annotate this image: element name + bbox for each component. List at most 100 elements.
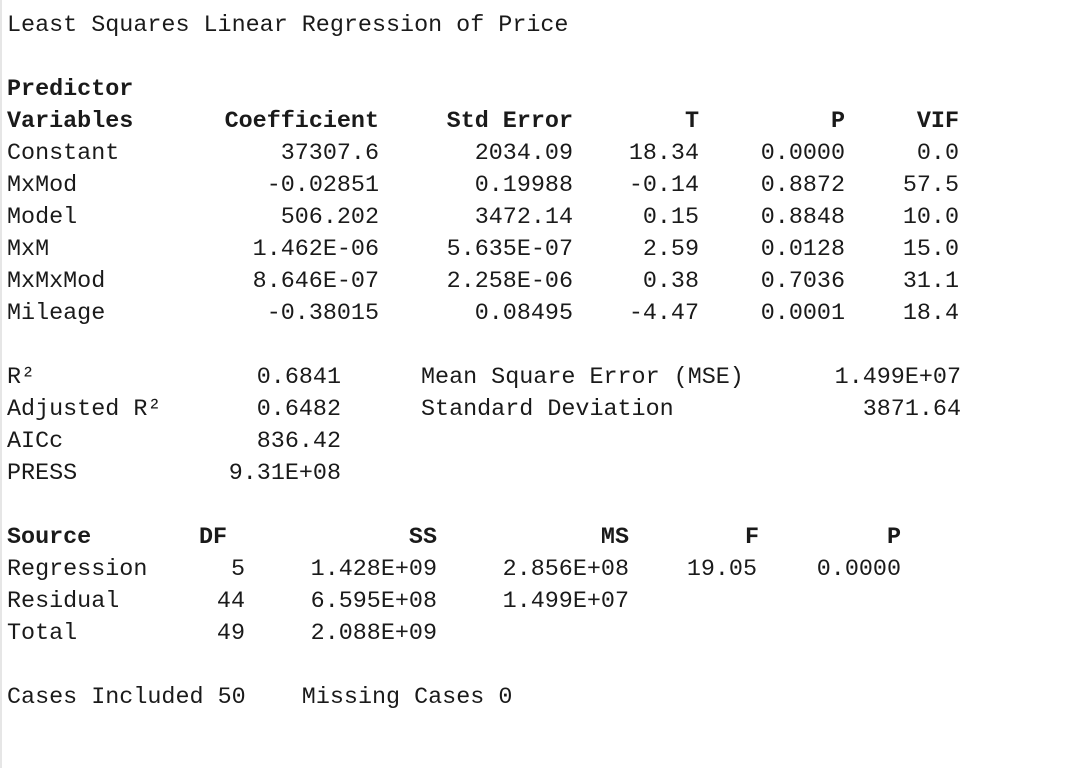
f-cell: 19.05 [686, 557, 757, 583]
table-row: Residual 44 6.595E+08 1.499E+07 [7, 586, 961, 618]
fit-stats-row: R² 0.6841 Mean Square Error (MSE) 1.499E+07 [7, 362, 961, 394]
coefficient-cell: 8.646E-07 [252, 269, 379, 295]
variable-cell: Constant [7, 141, 120, 167]
variable-cell: MxMod [7, 173, 78, 199]
col-header-std-error: Std Error [446, 109, 573, 135]
coefficient-cell: 506.202 [280, 205, 379, 231]
fit-stats-row: AICc 836.42 [7, 426, 961, 458]
fit-stats-row: Adjusted R² 0.6482 Standard Deviation 3871.… [7, 394, 961, 426]
adjusted-r-squared-value: 0.6482 [256, 397, 341, 423]
t-cell: 2.59 [642, 237, 699, 263]
missing-cases-label: Missing Cases [301, 685, 485, 711]
col-header-source: Source [7, 525, 92, 551]
variable-cell: Mileage [7, 301, 106, 327]
p-cell: 0.7036 [760, 269, 845, 295]
df-cell: 5 [230, 557, 245, 583]
mse-label: Mean Square Error (MSE) [421, 365, 744, 391]
coefficient-cell: 1.462E-06 [252, 237, 379, 263]
df-cell: 49 [216, 621, 245, 647]
variable-cell: MxMxMod [7, 269, 106, 295]
ms-cell: 2.856E+08 [502, 557, 629, 583]
col-header-coefficient: Coefficient [224, 109, 379, 135]
coef-header-top: Predictor [7, 74, 961, 106]
aicc-value: 836.42 [256, 429, 341, 455]
vif-cell: 31.1 [902, 269, 959, 295]
blank-line [7, 490, 961, 522]
source-cell: Regression [7, 557, 148, 583]
table-row: MxM 1.462E-06 5.635E-07 2.59 0.0128 15.0 [7, 234, 961, 266]
t-cell: -4.47 [628, 301, 699, 327]
std-error-cell: 2.258E-06 [446, 269, 573, 295]
cases-row: Cases Included 50 Missing Cases 0 [7, 682, 961, 714]
col-header-p: P [830, 109, 845, 135]
aicc-label: AICc [7, 429, 64, 455]
vif-cell: 57.5 [902, 173, 959, 199]
press-value: 9.31E+08 [228, 461, 341, 487]
mse-value: 1.499E+07 [834, 365, 961, 391]
vif-cell: 10.0 [902, 205, 959, 231]
vif-cell: 15.0 [902, 237, 959, 263]
p-cell: 0.0128 [760, 237, 845, 263]
coefficient-cell: -0.38015 [266, 301, 379, 327]
predictor-header: Predictor [7, 77, 134, 103]
col-header-ss: SS [408, 525, 437, 551]
ss-cell: 2.088E+09 [310, 621, 437, 647]
table-row: MxMod -0.02851 0.19988 -0.14 0.8872 57.5 [7, 170, 961, 202]
p-cell: 0.8848 [760, 205, 845, 231]
col-header-df: DF [199, 525, 228, 551]
col-header-t: T [684, 109, 699, 135]
t-cell: 0.38 [642, 269, 699, 295]
std-error-cell: 5.635E-07 [446, 237, 573, 263]
coef-header-row: Variables Coefficient Std Error T P VIF [7, 106, 961, 138]
table-row: Mileage -0.38015 0.08495 -4.47 0.0001 18.4 [7, 298, 961, 330]
col-header-ms: MS [600, 525, 629, 551]
ss-cell: 6.595E+08 [310, 589, 437, 615]
sd-value: 3871.64 [862, 397, 961, 423]
anova-header-row: Source DF SS MS F P [7, 522, 961, 554]
std-error-cell: 0.08495 [474, 301, 573, 327]
cases-included-value: 50 [217, 685, 246, 711]
anova-p-cell: 0.0000 [816, 557, 901, 583]
cases-included-label: Cases Included [7, 685, 204, 711]
fit-stats-row: PRESS 9.31E+08 [7, 458, 961, 490]
blank-line [7, 42, 961, 74]
press-label: PRESS [7, 461, 78, 487]
vif-cell: 0.0 [916, 141, 959, 167]
table-row: MxMxMod 8.646E-07 2.258E-06 0.38 0.7036 31.1 [7, 266, 961, 298]
df-cell: 44 [216, 589, 245, 615]
blank-line [7, 650, 961, 682]
missing-cases-value: 0 [498, 685, 513, 711]
coefficient-cell: -0.02851 [266, 173, 379, 199]
std-error-cell: 0.19988 [474, 173, 573, 199]
p-cell: 0.0000 [760, 141, 845, 167]
variable-cell: Model [7, 205, 78, 231]
table-row: Model 506.202 3472.14 0.15 0.8848 10.0 [7, 202, 961, 234]
col-header-vif: VIF [916, 109, 959, 135]
col-header-variables: Variables [7, 109, 134, 135]
p-cell: 0.0001 [760, 301, 845, 327]
t-cell: 18.34 [628, 141, 699, 167]
vif-cell: 18.4 [902, 301, 959, 327]
std-error-cell: 2034.09 [474, 141, 573, 167]
ms-cell: 1.499E+07 [502, 589, 629, 615]
sd-label: Standard Deviation [421, 397, 674, 423]
p-cell: 0.8872 [760, 173, 845, 199]
report-title: Least Squares Linear Regression of Price [7, 10, 961, 42]
col-header-anova-p: P [886, 525, 901, 551]
std-error-cell: 3472.14 [474, 205, 573, 231]
table-row: Constant 37307.6 2034.09 18.34 0.0000 0.0 [7, 138, 961, 170]
source-cell: Total [7, 621, 78, 647]
t-cell: -0.14 [628, 173, 699, 199]
r-squared-value: 0.6841 [256, 365, 341, 391]
t-cell: 0.15 [642, 205, 699, 231]
ss-cell: 1.428E+09 [310, 557, 437, 583]
adjusted-r-squared-label: Adjusted R² [7, 397, 162, 423]
source-cell: Residual [7, 589, 120, 615]
r-squared-label: R² [7, 365, 36, 391]
title-text: Least Squares Linear Regression of Price [7, 13, 569, 39]
regression-output: Least Squares Linear Regression of Price… [7, 10, 961, 714]
variable-cell: MxM [7, 237, 50, 263]
blank-line [7, 330, 961, 362]
table-row: Total 49 2.088E+09 [7, 618, 961, 650]
